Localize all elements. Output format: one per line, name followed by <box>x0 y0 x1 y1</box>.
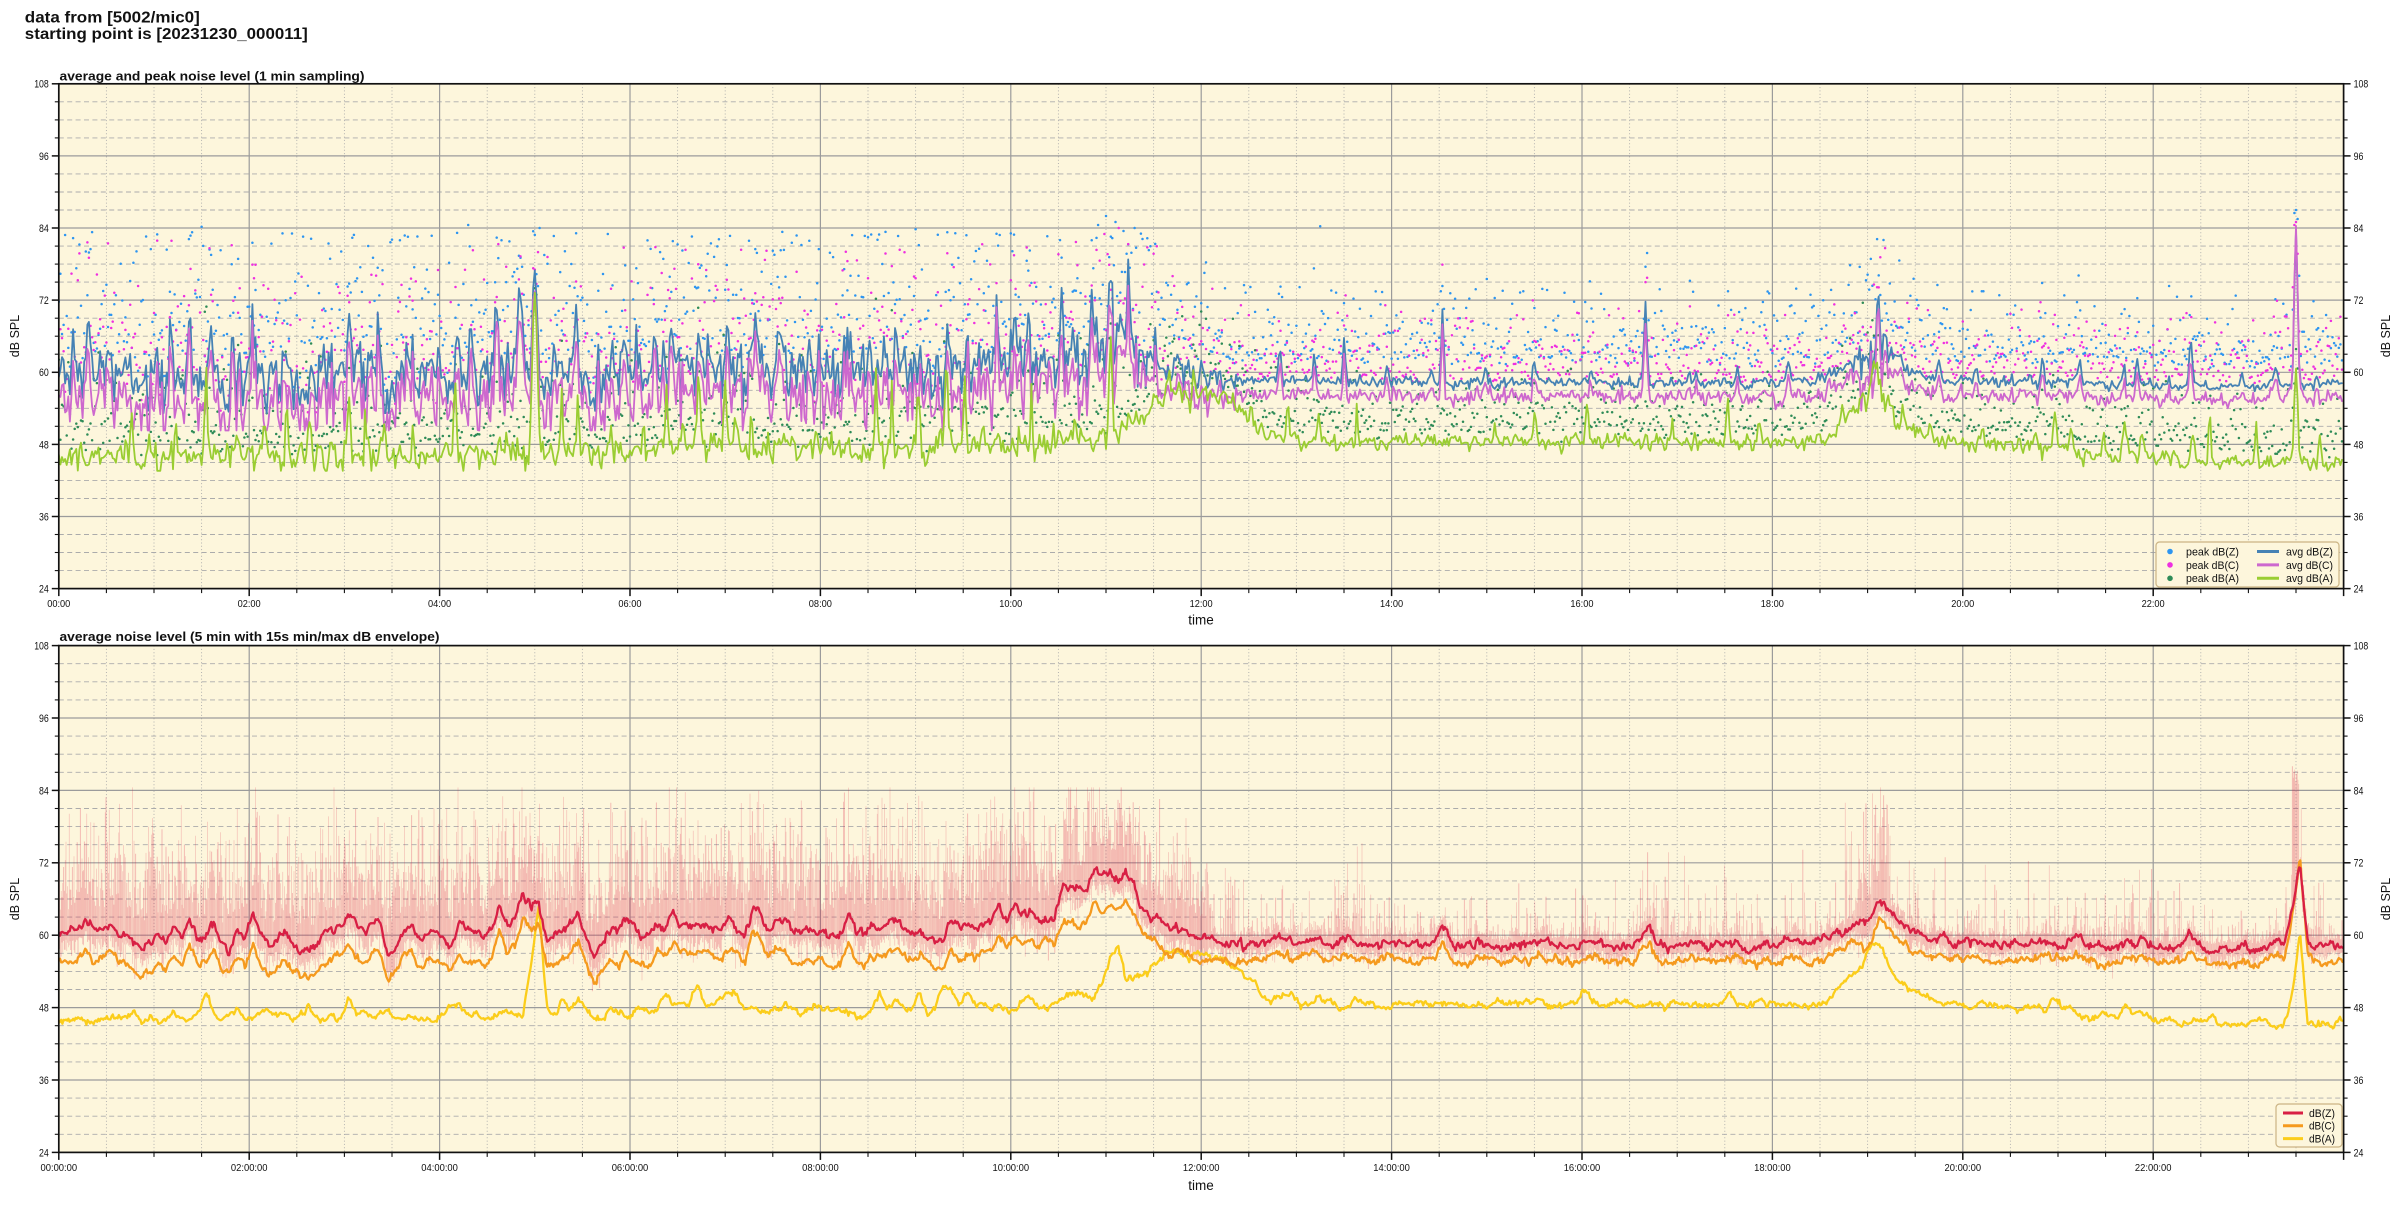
svg-text:18:00:00: 18:00:00 <box>1754 1162 1791 1174</box>
svg-text:peak dB(A): peak dB(A) <box>2186 573 2239 585</box>
svg-text:average and peak noise level (: average and peak noise level (1 min samp… <box>60 69 365 84</box>
svg-text:04:00:00: 04:00:00 <box>421 1162 458 1174</box>
svg-text:22:00: 22:00 <box>2142 598 2165 610</box>
svg-text:72: 72 <box>39 295 49 307</box>
svg-text:96: 96 <box>2354 151 2364 163</box>
svg-text:00:00:00: 00:00:00 <box>41 1162 78 1174</box>
svg-text:24: 24 <box>39 584 49 596</box>
svg-text:96: 96 <box>39 713 49 725</box>
svg-text:108: 108 <box>34 641 49 653</box>
svg-text:18:00: 18:00 <box>1761 598 1784 610</box>
svg-text:avg dB(Z): avg dB(Z) <box>2286 546 2333 558</box>
svg-text:60: 60 <box>39 367 49 379</box>
svg-text:96: 96 <box>39 151 49 163</box>
svg-text:average noise level (5 min wit: average noise level (5 min with 15s min/… <box>60 629 440 644</box>
svg-text:08:00: 08:00 <box>809 598 832 610</box>
svg-text:72: 72 <box>39 858 49 870</box>
svg-text:36: 36 <box>39 511 49 523</box>
svg-text:06:00:00: 06:00:00 <box>612 1162 649 1174</box>
svg-text:peak dB(Z): peak dB(Z) <box>2186 546 2239 558</box>
svg-text:84: 84 <box>2354 223 2364 235</box>
svg-text:60: 60 <box>39 930 49 942</box>
svg-text:24: 24 <box>2354 584 2364 596</box>
svg-text:data from [5002/mic0]: data from [5002/mic0] <box>25 10 200 27</box>
svg-text:36: 36 <box>2354 1075 2364 1087</box>
svg-text:72: 72 <box>2354 858 2364 870</box>
svg-text:02:00:00: 02:00:00 <box>231 1162 268 1174</box>
svg-text:36: 36 <box>39 1075 49 1087</box>
svg-text:dB SPL: dB SPL <box>8 878 22 920</box>
svg-text:dB SPL: dB SPL <box>2379 315 2393 357</box>
svg-text:60: 60 <box>2354 930 2364 942</box>
svg-text:48: 48 <box>2354 439 2364 451</box>
svg-text:dB SPL: dB SPL <box>8 315 22 357</box>
svg-text:14:00: 14:00 <box>1380 598 1403 610</box>
svg-text:16:00: 16:00 <box>1570 598 1593 610</box>
svg-text:72: 72 <box>2354 295 2364 307</box>
svg-text:48: 48 <box>39 439 49 451</box>
svg-text:00:00: 00:00 <box>47 598 70 610</box>
svg-text:14:00:00: 14:00:00 <box>1373 1162 1410 1174</box>
svg-text:06:00: 06:00 <box>618 598 641 610</box>
svg-text:60: 60 <box>2354 367 2364 379</box>
svg-text:96: 96 <box>2354 713 2364 725</box>
svg-text:12:00:00: 12:00:00 <box>1183 1162 1220 1174</box>
svg-text:48: 48 <box>39 1003 49 1015</box>
svg-text:dB SPL: dB SPL <box>2379 878 2393 920</box>
svg-text:108: 108 <box>2354 641 2369 653</box>
svg-text:24: 24 <box>39 1147 49 1159</box>
svg-text:dB(C): dB(C) <box>2309 1121 2335 1133</box>
svg-text:avg dB(A): avg dB(A) <box>2286 573 2333 585</box>
svg-text:starting point is [20231230_00: starting point is [20231230_000011] <box>25 26 308 43</box>
svg-text:dB(Z): dB(Z) <box>2309 1108 2335 1120</box>
svg-text:20:00:00: 20:00:00 <box>1945 1162 1982 1174</box>
svg-text:time: time <box>1188 1178 1214 1193</box>
svg-text:12:00: 12:00 <box>1190 598 1213 610</box>
svg-text:avg dB(C): avg dB(C) <box>2286 560 2333 572</box>
svg-text:84: 84 <box>39 785 49 797</box>
svg-text:04:00: 04:00 <box>428 598 451 610</box>
svg-text:08:00:00: 08:00:00 <box>802 1162 839 1174</box>
svg-text:time: time <box>1188 613 1214 628</box>
svg-text:peak dB(C): peak dB(C) <box>2186 560 2239 572</box>
svg-text:22:00:00: 22:00:00 <box>2135 1162 2172 1174</box>
svg-text:84: 84 <box>2354 785 2364 797</box>
svg-text:20:00: 20:00 <box>1951 598 1974 610</box>
svg-text:10:00:00: 10:00:00 <box>993 1162 1030 1174</box>
svg-text:10:00: 10:00 <box>999 598 1022 610</box>
svg-text:108: 108 <box>34 79 49 91</box>
svg-text:02:00: 02:00 <box>238 598 261 610</box>
svg-text:84: 84 <box>39 223 49 235</box>
svg-text:48: 48 <box>2354 1003 2364 1015</box>
svg-text:108: 108 <box>2354 79 2369 91</box>
svg-text:dB(A): dB(A) <box>2309 1134 2335 1146</box>
svg-text:36: 36 <box>2354 511 2364 523</box>
svg-text:16:00:00: 16:00:00 <box>1564 1162 1601 1174</box>
svg-text:24: 24 <box>2354 1147 2364 1159</box>
